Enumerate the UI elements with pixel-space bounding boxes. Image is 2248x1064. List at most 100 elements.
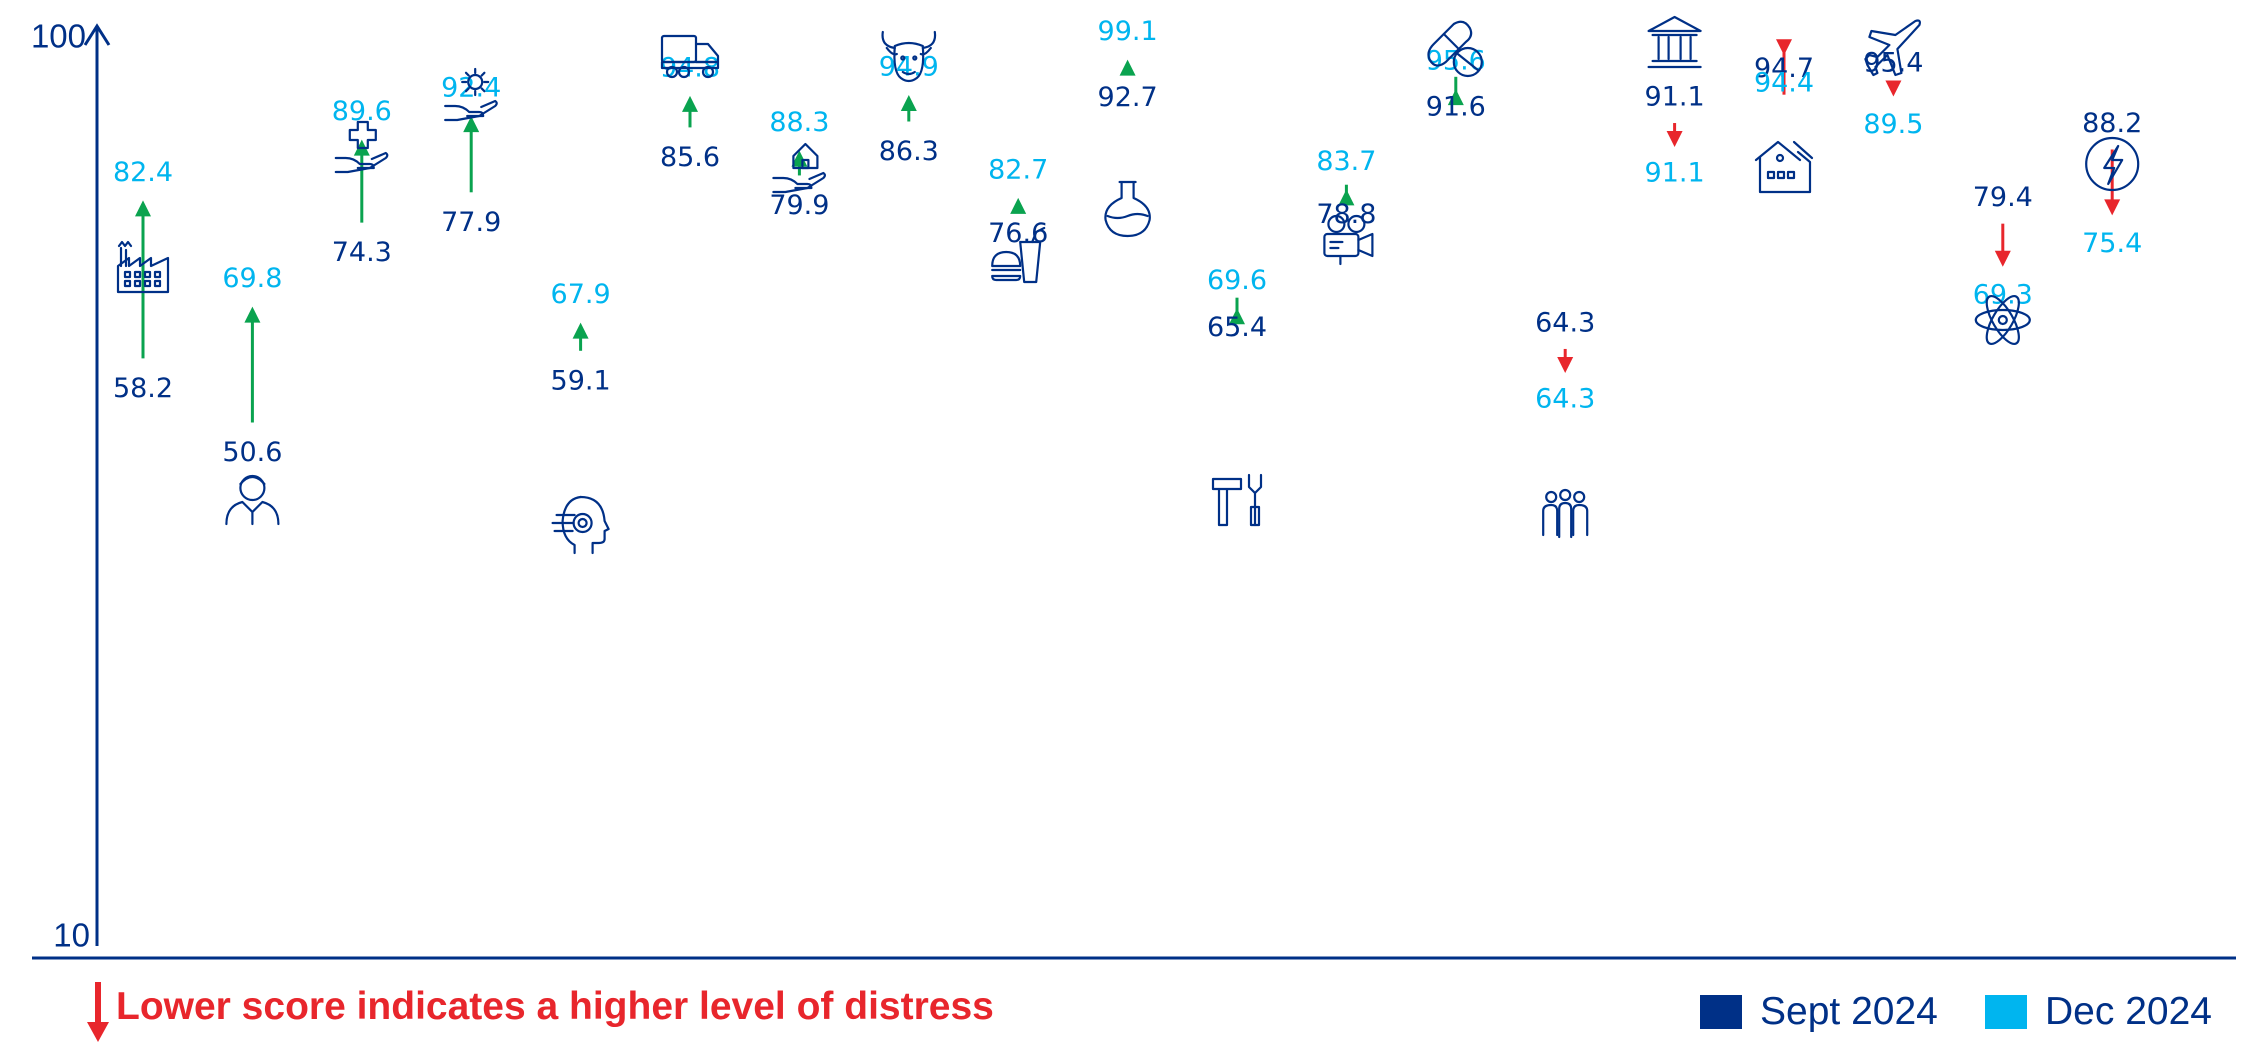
distress-arrow-head — [87, 1022, 109, 1042]
point-7: 79.9 88.3 — [769, 107, 829, 221]
dec-value-label: 94.4 — [1754, 68, 1814, 99]
sept-value-label: 78.8 — [1316, 199, 1376, 230]
sept-value-label: 64.3 — [1535, 307, 1595, 338]
tools-icon — [1211, 473, 1263, 527]
point-14: 64.3 64.3 — [1535, 307, 1595, 539]
bank-icon — [1647, 15, 1702, 69]
legend-label-dec: Dec 2024 — [2045, 990, 2212, 1033]
point-13: 91.695.6 — [1426, 20, 1486, 122]
lightning-icon — [2085, 136, 2140, 192]
point-15: 91.1 91.1 — [1645, 15, 1705, 189]
pills-icon — [1427, 20, 1483, 78]
sept-value-label: 59.1 — [551, 365, 611, 396]
dec-value-label: 69.6 — [1207, 265, 1267, 296]
change-arrow-head — [1776, 39, 1792, 56]
legend-swatch-dec — [1985, 995, 2027, 1029]
point-1: 58.2 82.4 — [113, 157, 173, 404]
point-19: 88.2 75.4 — [2082, 108, 2142, 259]
distress-note: Lower score indicates a higher level of … — [116, 985, 994, 1029]
sept-value-label: 79.4 — [1973, 182, 2033, 213]
dec-value-label: 91.1 — [1645, 158, 1705, 189]
house-hand-icon — [772, 142, 826, 194]
ai-head-icon — [551, 495, 610, 555]
change-arrow-head — [572, 322, 589, 339]
point-16: 94.794.4 — [1754, 39, 1814, 194]
dec-value-label: 99.1 — [1098, 16, 1158, 47]
sept-value-label: 50.6 — [222, 437, 282, 468]
dec-value-label: 67.9 — [551, 279, 611, 310]
change-arrow-head — [135, 200, 151, 217]
change-arrow-head — [1994, 250, 2011, 267]
sept-value-label: 91.6 — [1426, 91, 1486, 122]
change-arrow-head — [1010, 197, 1027, 214]
dec-value-label: 83.7 — [1316, 146, 1376, 177]
sept-value-label: 91.1 — [1645, 82, 1705, 113]
factory-icon — [116, 240, 170, 294]
airplane-icon — [1864, 19, 1921, 77]
dec-value-label: 69.8 — [222, 263, 282, 294]
point-9: 76.6 82.7 — [988, 154, 1048, 284]
bull-icon — [881, 30, 937, 83]
change-arrow-head — [1119, 59, 1136, 76]
change-arrow-head — [1666, 131, 1683, 148]
change-arrow-head — [1338, 189, 1355, 206]
point-4: 77.992.4 — [441, 67, 501, 238]
gear-hand-icon — [444, 67, 498, 122]
dec-value-label: 82.4 — [113, 157, 173, 188]
point-11: 65.4 69.6 — [1207, 265, 1267, 527]
sept-value-label: 92.7 — [1098, 82, 1158, 113]
sept-value-label: 74.3 — [332, 237, 392, 268]
sept-value-label: 76.6 — [988, 218, 1048, 249]
point-2: 50.6 69.8 — [222, 263, 282, 526]
dec-value-label: 64.3 — [1535, 383, 1595, 414]
y-axis-arrowhead — [83, 23, 111, 46]
dec-value-label: 89.5 — [1863, 109, 1923, 140]
atom-icon — [1974, 294, 2031, 346]
legend-dec: Dec 2024 — [1985, 990, 2212, 1034]
point-10: 92.7 99.1 — [1098, 16, 1158, 238]
sept-value-label: 77.9 — [441, 207, 501, 238]
change-arrow-head — [244, 306, 261, 323]
change-arrow-head — [1885, 80, 1902, 97]
people-group-icon — [1542, 488, 1589, 539]
healthcare-hand-icon — [334, 120, 389, 174]
sept-value-label: 94.7 — [1754, 53, 1814, 84]
dec-value-label: 88.3 — [769, 107, 829, 138]
point-8: 86.3 94.9 — [879, 30, 939, 167]
sept-value-label: 79.9 — [769, 190, 829, 221]
fast-food-icon — [991, 226, 1046, 284]
sept-value-label: 85.6 — [660, 142, 720, 173]
point-3: 74.389.6 — [332, 96, 392, 268]
point-5: 59.1 67.9 — [551, 279, 611, 555]
point-6: 85.694.8 — [660, 34, 720, 173]
sept-value-label: 58.2 — [113, 373, 173, 404]
legend-label-sept: Sept 2024 — [1760, 990, 1938, 1033]
flask-icon — [1104, 180, 1151, 238]
point-12: 78.8 83.7 — [1316, 146, 1376, 266]
change-arrow-head — [1229, 308, 1245, 325]
dec-value-label: 75.4 — [2082, 228, 2142, 259]
y-axis-min-label: 10 — [53, 917, 90, 954]
sept-value-label: 65.4 — [1207, 312, 1267, 343]
change-arrow-head — [682, 95, 698, 112]
point-17: 95.489.5 — [1863, 19, 1923, 140]
change-arrow-head — [1447, 89, 1464, 106]
change-arrow-head — [463, 116, 480, 133]
dec-value-label: 69.3 — [1973, 279, 2033, 310]
dec-value-label: 82.7 — [988, 154, 1048, 185]
change-arrow-head — [2104, 199, 2121, 216]
dec-value-label: 94.9 — [879, 51, 939, 82]
truck-icon — [660, 34, 720, 79]
video-camera-icon — [1323, 214, 1374, 266]
houses-icon — [1754, 140, 1814, 194]
sept-value-label: 88.2 — [2082, 108, 2142, 139]
point-18: 79.4 69.3 — [1973, 182, 2033, 346]
y-axis-max-label: 100 — [31, 18, 86, 55]
distress-note-text: Lower score indicates a higher level of … — [116, 985, 994, 1028]
legend-swatch-sept — [1700, 995, 1742, 1029]
legend-sept: Sept 2024 — [1700, 990, 1938, 1034]
change-arrow-head — [900, 94, 917, 111]
change-arrow-head — [1557, 356, 1574, 373]
sept-value-label: 86.3 — [879, 136, 939, 167]
